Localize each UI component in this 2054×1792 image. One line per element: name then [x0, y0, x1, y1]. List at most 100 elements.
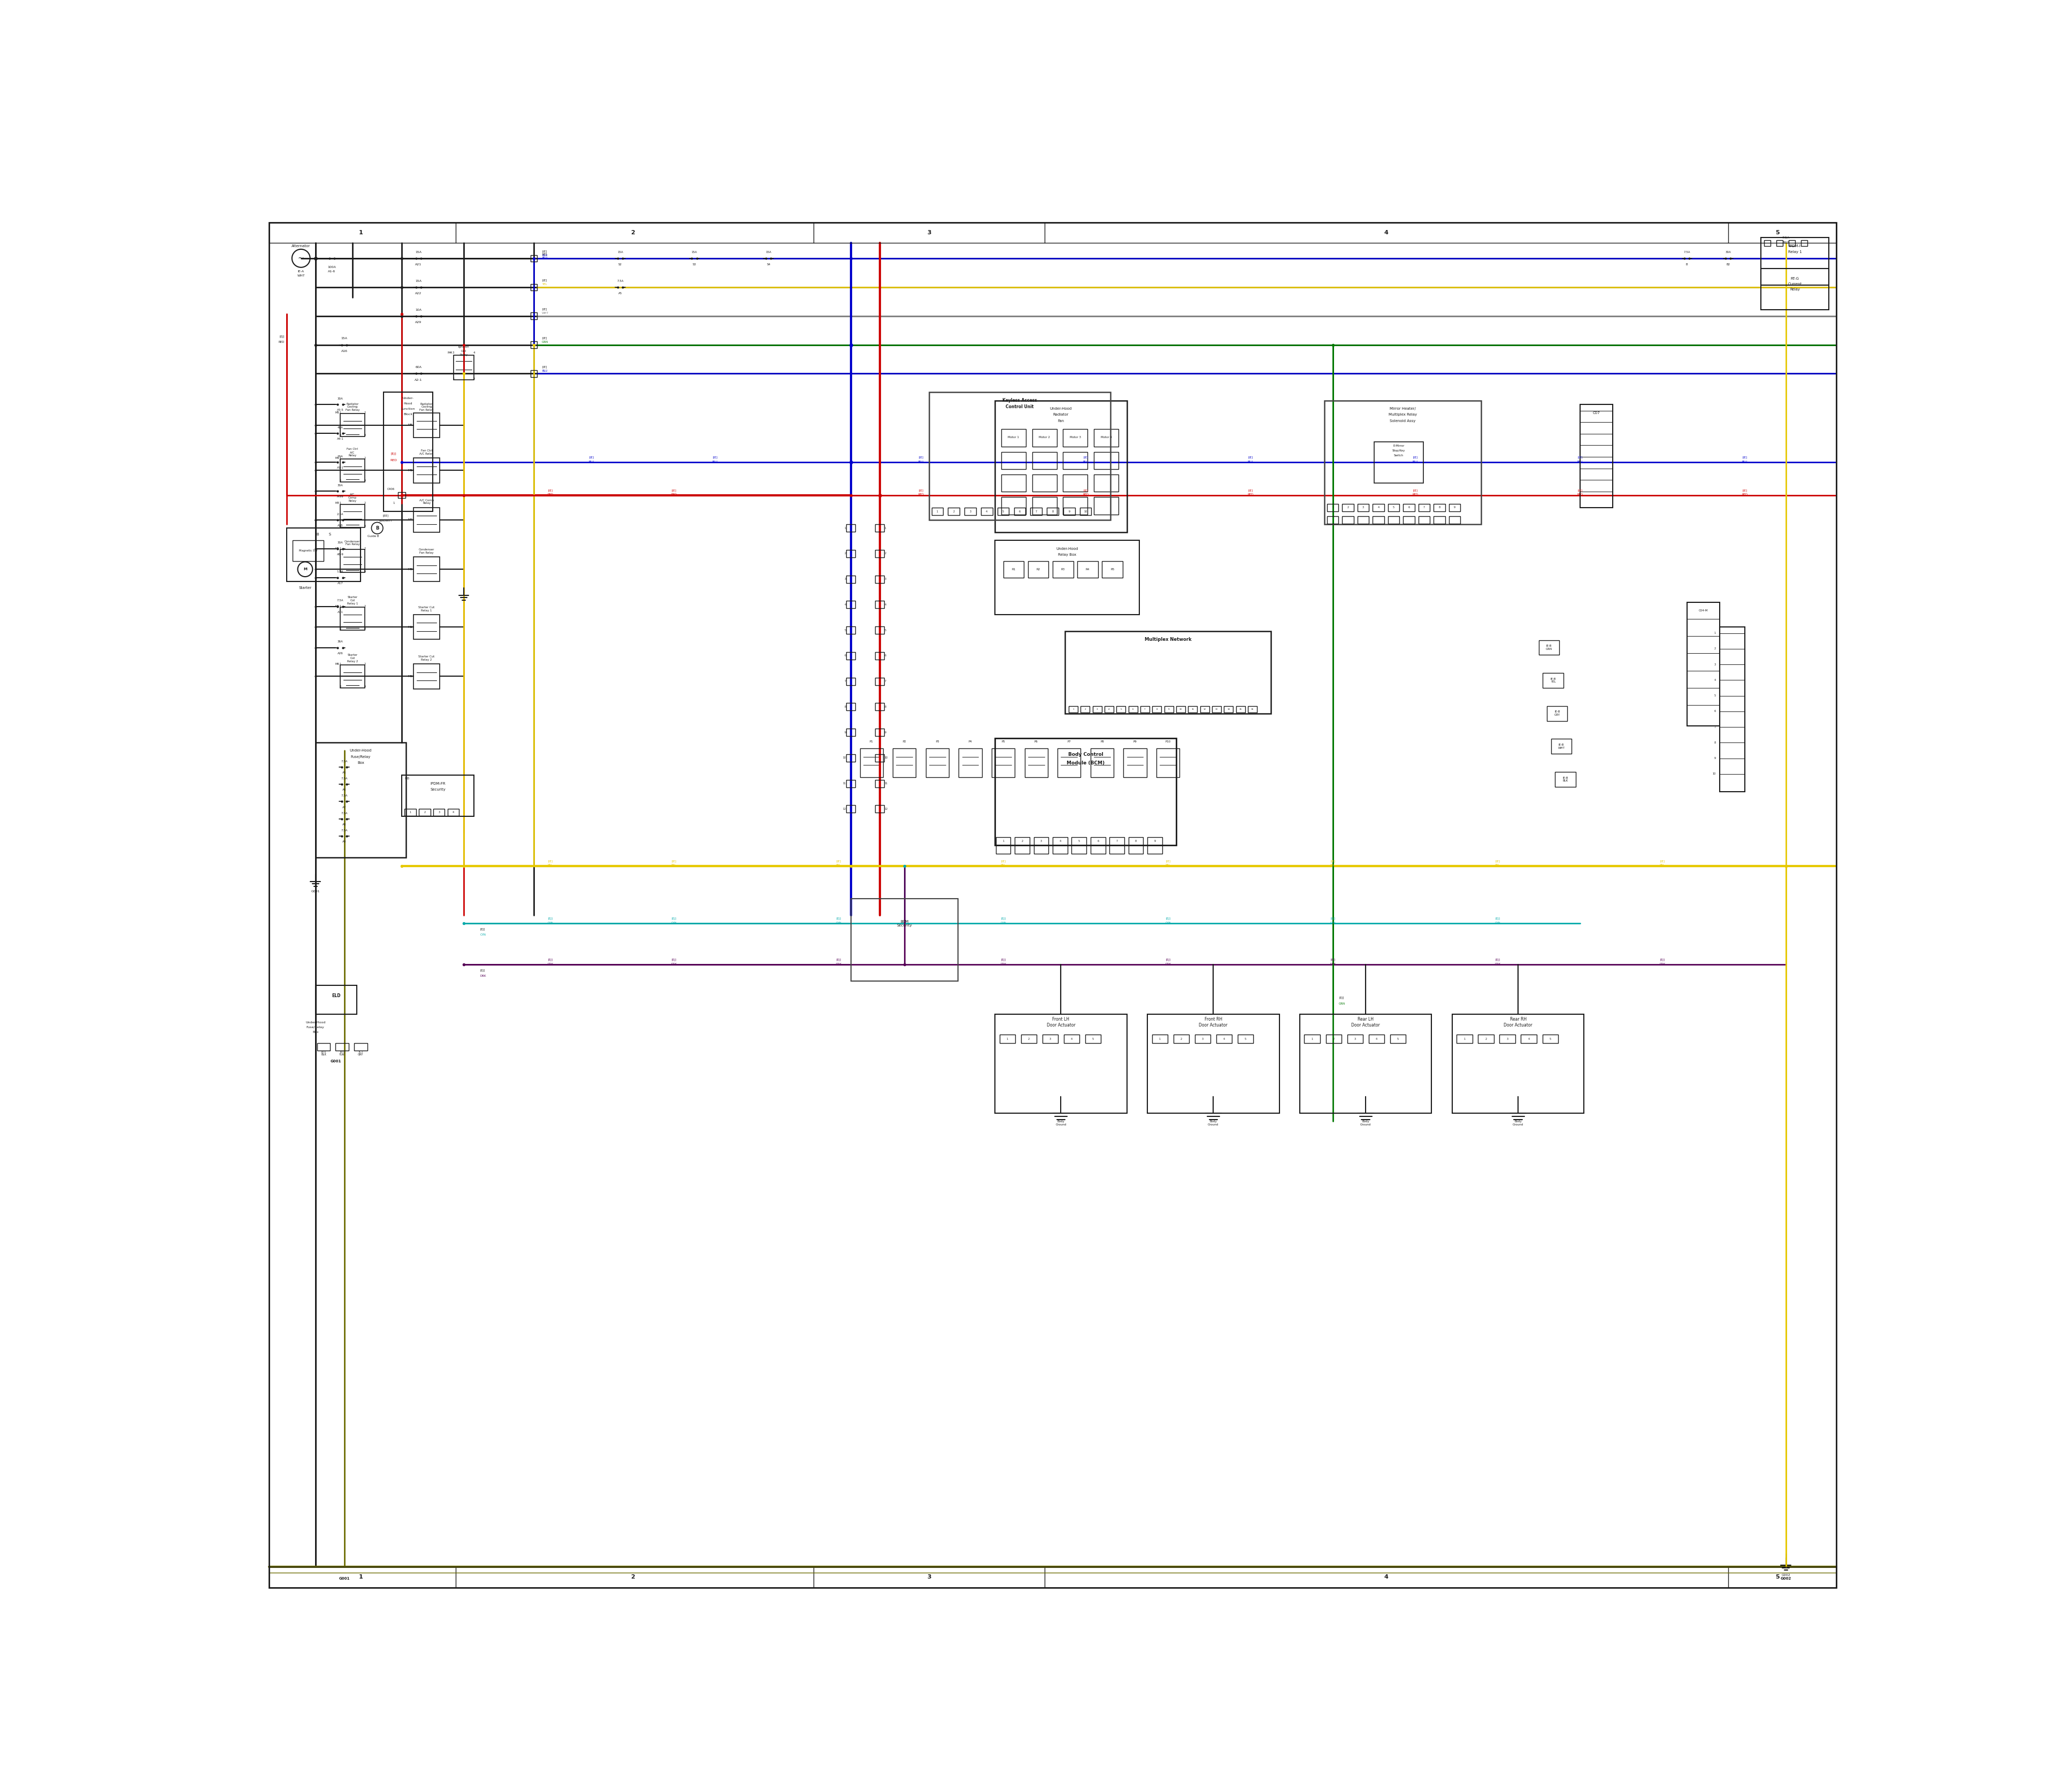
Bar — [403, 776, 474, 817]
Bar — [1091, 837, 1105, 846]
Text: Stop/Key: Stop/Key — [1393, 450, 1405, 452]
Text: [EJ]: [EJ] — [279, 335, 286, 339]
Text: BLU: BLU — [918, 461, 924, 462]
Bar — [875, 754, 883, 762]
Text: Motor 3: Motor 3 — [1070, 435, 1080, 439]
Text: Starter
Cut
Relay 1: Starter Cut Relay 1 — [347, 597, 357, 606]
Text: [EJ]: [EJ] — [548, 918, 553, 919]
Text: Current: Current — [1787, 283, 1801, 287]
Bar — [1015, 837, 1029, 846]
Bar — [875, 729, 883, 737]
Bar — [1015, 846, 1029, 853]
Text: A7-1: A7-1 — [337, 466, 343, 470]
Bar — [341, 665, 366, 688]
Bar — [846, 729, 854, 737]
Text: DRK: DRK — [836, 962, 842, 966]
Bar — [1066, 631, 1271, 713]
Text: 16: 16 — [1251, 708, 1253, 710]
Text: B        S: B S — [316, 532, 331, 536]
Text: BLU: BLU — [1577, 461, 1582, 462]
Text: R1: R1 — [1013, 568, 1015, 570]
Bar — [384, 392, 433, 511]
Text: Starter: Starter — [298, 586, 312, 590]
Text: RED: RED — [1413, 493, 1417, 496]
Bar — [1031, 452, 1058, 470]
Text: C07: C07 — [1592, 410, 1600, 414]
Bar — [875, 525, 883, 532]
Bar — [1555, 772, 1575, 787]
Text: Box: Box — [312, 1030, 318, 1034]
Text: DRK: DRK — [1165, 962, 1171, 966]
Text: [IE]: [IE] — [836, 860, 840, 862]
Text: DRK: DRK — [481, 975, 487, 978]
Text: [IE]: [IE] — [1742, 489, 1748, 491]
Text: IE-B
GRN: IE-B GRN — [1547, 645, 1553, 650]
Text: [IE]: [IE] — [542, 366, 546, 367]
Text: BLU: BLU — [1082, 461, 1089, 462]
Bar — [1177, 706, 1185, 713]
Text: [IE]: [IE] — [542, 249, 546, 253]
Text: M6: M6 — [335, 663, 339, 665]
Text: Block: Block — [403, 414, 413, 416]
Text: 15A: 15A — [618, 251, 622, 253]
Text: 10: 10 — [1179, 708, 1183, 710]
Text: RED: RED — [1082, 493, 1089, 496]
Text: Under-Hood: Under-Hood — [1050, 407, 1072, 410]
Bar — [1156, 749, 1179, 778]
Text: [IE]: [IE] — [918, 489, 924, 491]
Text: A25: A25 — [337, 525, 343, 527]
Bar — [341, 550, 366, 573]
Bar — [846, 600, 854, 609]
Text: 10A: 10A — [415, 308, 421, 312]
Text: DRK: DRK — [1495, 962, 1499, 966]
Bar — [1000, 496, 1025, 514]
Bar — [269, 222, 1836, 244]
Text: Relay: Relay — [1789, 289, 1799, 290]
Bar — [861, 749, 883, 778]
Text: 11: 11 — [842, 781, 846, 785]
Text: A4-1: A4-1 — [337, 437, 343, 441]
Bar — [1358, 504, 1368, 511]
Text: M6: M6 — [335, 606, 339, 607]
Text: RED: RED — [546, 493, 553, 496]
Bar — [1052, 837, 1068, 846]
Text: Under-Hood: Under-Hood — [349, 749, 372, 753]
Text: RT-G: RT-G — [1791, 278, 1799, 281]
Text: Condenser
Fan Relay: Condenser Fan Relay — [345, 539, 359, 547]
Text: A-99: A-99 — [337, 495, 343, 498]
Text: P10: P10 — [1165, 740, 1171, 742]
Text: 2: 2 — [631, 229, 635, 235]
Bar — [1419, 504, 1430, 511]
Bar — [1140, 706, 1150, 713]
Text: CYN: CYN — [1329, 921, 1335, 925]
Text: IE-B
GRY: IE-B GRY — [1555, 711, 1561, 717]
Text: A26: A26 — [337, 652, 343, 654]
Text: [IE]: [IE] — [1413, 489, 1417, 491]
Text: [IE]: [IE] — [1660, 860, 1664, 862]
Bar — [341, 414, 366, 437]
Text: 1: 1 — [359, 1575, 364, 1581]
Bar — [1064, 1034, 1080, 1043]
Bar — [1239, 1034, 1253, 1043]
Bar — [1538, 640, 1559, 654]
Text: CYN: CYN — [836, 921, 842, 925]
Bar — [1000, 1034, 1015, 1043]
Text: [EJ]: [EJ] — [1000, 918, 1006, 919]
Bar — [846, 805, 854, 814]
Bar — [1033, 837, 1048, 846]
Bar — [1041, 1034, 1058, 1043]
Text: [EJ]: [EJ] — [1331, 918, 1335, 919]
Text: A22: A22 — [415, 292, 421, 294]
Text: YEL: YEL — [542, 283, 546, 285]
Text: 4: 4 — [1384, 229, 1389, 235]
Text: A1-6: A1-6 — [329, 271, 335, 272]
Text: Body
Ground: Body Ground — [1208, 1120, 1218, 1125]
Bar — [1015, 507, 1025, 516]
Bar — [926, 749, 949, 778]
Text: RED: RED — [1247, 493, 1253, 496]
Text: [IE]: [IE] — [1413, 455, 1417, 459]
Bar — [1095, 496, 1119, 514]
Text: BLU: BLU — [542, 256, 548, 260]
Text: [EJ]: [EJ] — [481, 928, 485, 932]
Text: GRN: GRN — [1339, 1002, 1345, 1005]
